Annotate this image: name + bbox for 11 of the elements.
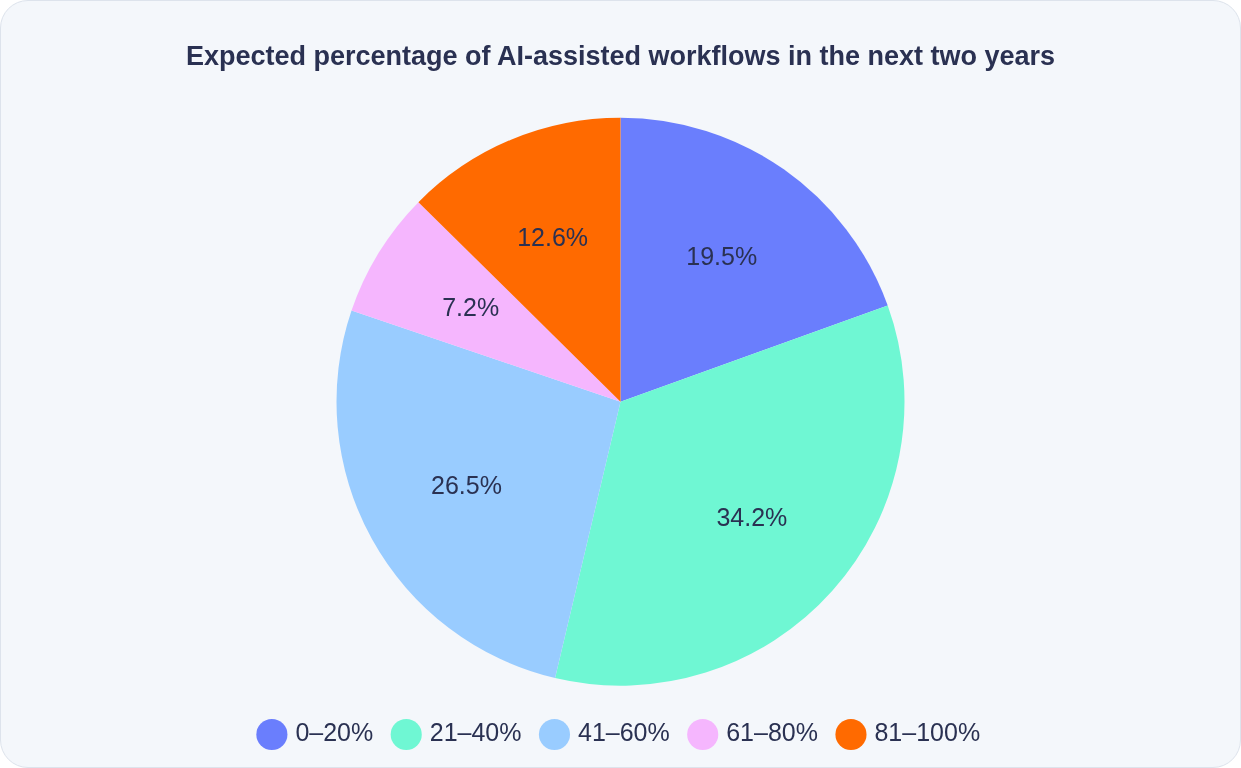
legend-label: 81–100% [874,718,981,747]
chart-title: Expected percentage of AI-assisted workflows in the next two years [185,40,1056,71]
data-label: 7.2% [442,293,500,322]
legend-label: 0–20% [295,718,374,747]
legend-label: 21–40% [429,718,522,747]
data-label: 12.6% [517,223,589,252]
data-label: 19.5% [686,241,758,270]
data-label: 26.5% [431,470,502,499]
legend-label: 41–60% [577,718,670,747]
legend-label: 61–80% [726,718,818,747]
data-label: 34.2% [716,502,788,531]
